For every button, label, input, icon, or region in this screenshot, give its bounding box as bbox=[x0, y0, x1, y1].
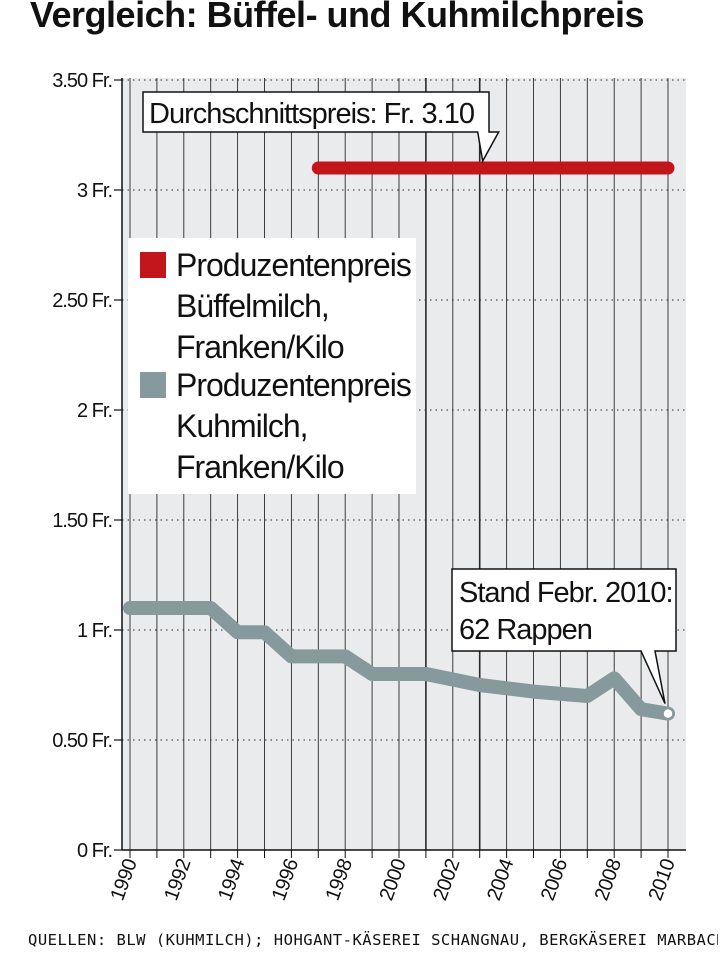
data-point bbox=[370, 672, 375, 676]
y-tick-label: 2.50 Fr. bbox=[52, 290, 112, 312]
chart-title: Vergleich: Büffel- und Kuhmilchpreis bbox=[30, 0, 645, 35]
callout-label: Durchschnittspreis: Fr. 3.10 bbox=[149, 98, 474, 130]
data-point bbox=[262, 630, 267, 635]
data-point bbox=[639, 707, 644, 712]
x-tick-label: 2008 bbox=[591, 856, 626, 904]
y-tick-label: 0.50 Fr. bbox=[52, 730, 112, 752]
x-tick-label: 2006 bbox=[537, 856, 572, 904]
data-point bbox=[666, 166, 670, 170]
legend-label: Franken/Kilo bbox=[176, 329, 344, 365]
series-layer bbox=[123, 161, 675, 721]
legend-label: Franken/Kilo bbox=[176, 449, 344, 485]
y-tick-label: 0 Fr. bbox=[77, 840, 112, 862]
legend-label: Produzentenpreis bbox=[176, 247, 411, 283]
data-point bbox=[477, 683, 482, 687]
x-tick-label: 1994 bbox=[214, 856, 249, 904]
data-point bbox=[289, 654, 294, 659]
callout-label: Stand Febr. 2010: bbox=[459, 577, 673, 609]
legend-label: Kuhmilch, bbox=[176, 408, 308, 444]
end-marker bbox=[661, 706, 675, 721]
x-tick-label: 1990 bbox=[106, 856, 141, 904]
x-tick-label: 1998 bbox=[322, 856, 357, 904]
x-tick-label: 1996 bbox=[268, 856, 303, 904]
y-tick-label: 1 Fr. bbox=[77, 620, 112, 642]
data-point bbox=[423, 672, 428, 676]
legend-box bbox=[128, 238, 416, 494]
data-point bbox=[343, 654, 348, 659]
legend-label: Produzentenpreis bbox=[176, 367, 411, 403]
data-point bbox=[531, 689, 536, 694]
y-tick-label: 3 Fr. bbox=[77, 180, 112, 202]
x-tick-label: 2004 bbox=[483, 856, 518, 904]
callout-label: 62 Rappen bbox=[459, 614, 592, 646]
legend-swatch bbox=[140, 372, 166, 398]
legend: Produzentenpreis Büffelmilch, Franken/Kilo… bbox=[128, 238, 416, 494]
callout-box bbox=[142, 91, 500, 164]
annotations: Durchschnittspreis: Fr. 3.10 Stand Febr. … bbox=[142, 91, 677, 704]
series-line bbox=[123, 601, 675, 721]
y-tick-label: 2 Fr. bbox=[77, 400, 112, 422]
data-point bbox=[208, 606, 213, 610]
x-tick-label: 2000 bbox=[375, 856, 410, 904]
y-tick-label: 3.50 Fr. bbox=[52, 70, 112, 92]
data-point bbox=[235, 630, 240, 635]
y-axis: 0 Fr. 0.50 Fr. 1 Fr. 1.50 Fr. 2 Fr. 2.50 Fr. 3… bbox=[52, 70, 123, 862]
x-tick-label: 2002 bbox=[429, 856, 464, 904]
y-tick-label: 1.50 Fr. bbox=[52, 510, 112, 532]
callout-box bbox=[451, 568, 677, 704]
data-point bbox=[585, 694, 590, 698]
x-tick-label: 2010 bbox=[644, 856, 679, 904]
source-note: QUELLEN: BLW (KUHMILCH); HOHGANT-KÄSEREI… bbox=[28, 931, 718, 949]
x-axis: 1990 1992 1994 1996 1998 2000 2002 2004 2006 2008… bbox=[106, 849, 686, 904]
legend-label: Büffelmilch, bbox=[176, 288, 329, 324]
legend-swatch bbox=[140, 252, 166, 278]
data-point bbox=[316, 166, 321, 170]
data-point bbox=[128, 606, 132, 610]
x-tick-label: 1992 bbox=[160, 856, 195, 904]
data-point bbox=[612, 676, 617, 681]
